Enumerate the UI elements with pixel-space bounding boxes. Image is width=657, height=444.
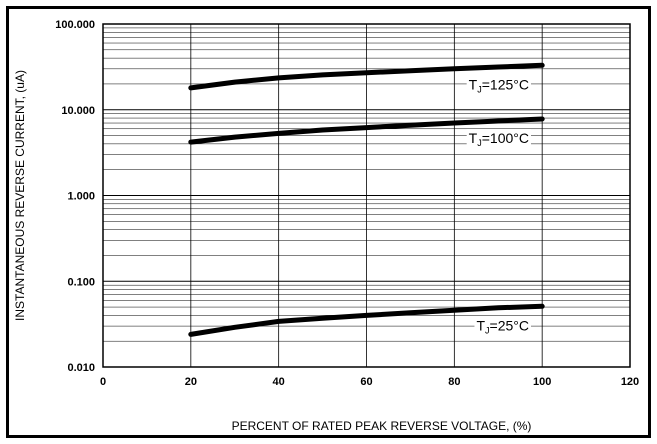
series-lines (188, 62, 545, 337)
x-axis-ticks: 0 20 40 60 80 100 120 (100, 376, 639, 388)
y-tick-label: 10.000 (61, 105, 95, 117)
x-tick-label: 100 (533, 376, 551, 388)
x-tick-label: 80 (448, 376, 460, 388)
y-tick-label: 1.000 (67, 191, 95, 203)
series-label-background (474, 316, 531, 337)
y-tick-label: 100.000 (55, 19, 95, 31)
series-line-0 (188, 62, 545, 91)
x-tick-label: 0 (100, 376, 106, 388)
plot-area-border (102, 23, 631, 368)
series-label-2: TJ=25°C (476, 317, 529, 335)
x-tick-label: 40 (273, 376, 285, 388)
x-axis-label: PERCENT OF RATED PEAK REVERSE VOLTAGE, (… (232, 419, 532, 433)
y-axis-ticks: 0.010 0.100 1.000 10.000 100.000 (55, 19, 95, 374)
x-tick-label: 20 (185, 376, 197, 388)
y-tick-label: 0.010 (67, 362, 95, 374)
y-tick-label: 0.100 (67, 276, 95, 288)
series-line-1 (188, 116, 545, 145)
series-label-background (466, 129, 531, 150)
series-line-2 (188, 303, 545, 337)
x-tick-label: 60 (360, 376, 372, 388)
series-labels: TJ=125°C TJ=100°C TJ=25°C (466, 75, 531, 337)
chart-frame (6, 6, 651, 438)
x-tick-label: 120 (621, 376, 639, 388)
series-label-0: TJ=125°C (469, 76, 529, 94)
series-label-background (466, 75, 531, 96)
series-label-1: TJ=100°C (469, 130, 529, 148)
y-axis-label: INSTANTANEOUS REVERSE CURRENT, (uA) (13, 70, 27, 321)
